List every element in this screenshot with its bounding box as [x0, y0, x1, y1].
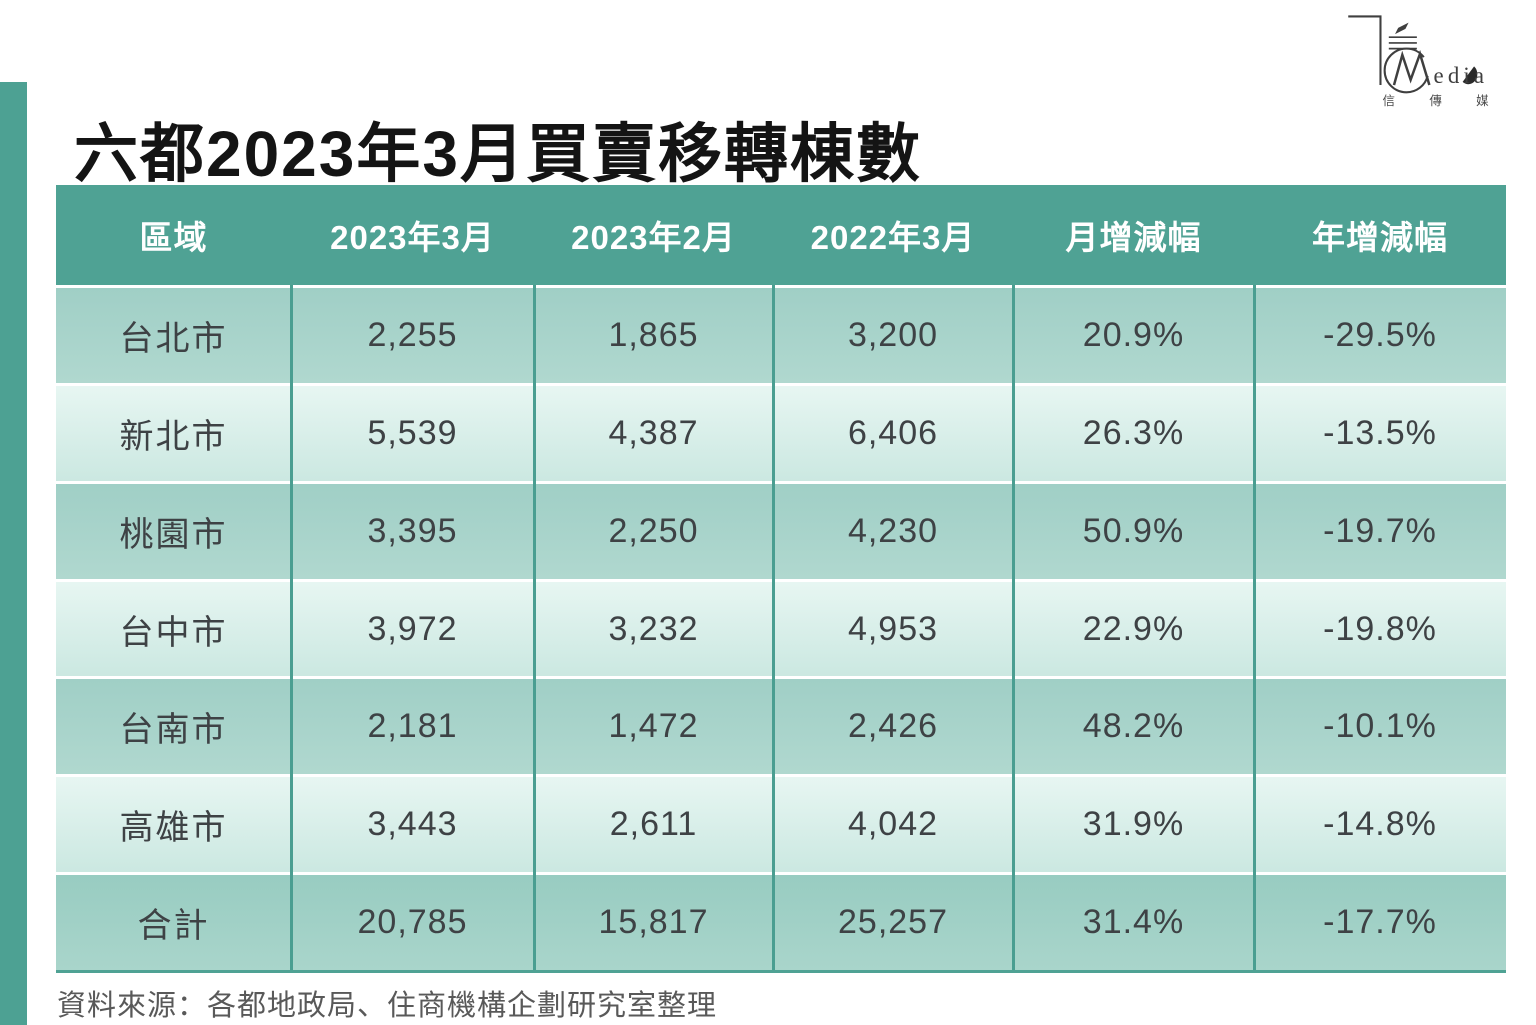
value-cell: 4,042 — [847, 805, 939, 844]
column-divider — [1012, 285, 1015, 970]
column-divider — [533, 285, 536, 970]
value-cell: 3,443 — [367, 805, 458, 844]
column-header: 區域 — [139, 219, 208, 256]
value-cell: 50.9% — [1082, 511, 1185, 550]
value-cell: 2,426 — [847, 707, 939, 746]
value-cell: 31.9% — [1082, 805, 1185, 844]
column-header: 2023年3月 — [330, 219, 495, 256]
value-cell: 2,181 — [367, 707, 458, 746]
region-cell: 桃園市 — [119, 515, 228, 554]
logo-sin-lines — [1388, 36, 1417, 50]
value-cell: 5,539 — [367, 413, 458, 452]
table-row: 高雄市 3,443 2,611 4,042 31.9% -14.8% — [56, 774, 1506, 873]
table-row: 台北市 2,255 1,865 3,200 20.9% -29.5% — [56, 285, 1506, 383]
logo-m — [1392, 49, 1431, 86]
logo-bracket — [1348, 15, 1382, 86]
logo-cjk-row: 信 傳 媒 — [1383, 94, 1490, 108]
value-cell: 3,200 — [847, 315, 939, 354]
logo-d-fill — [1462, 66, 1478, 85]
table-row: 台南市 2,181 1,472 2,426 48.2% -10.1% — [56, 676, 1506, 775]
value-cell: 1,865 — [608, 315, 699, 354]
column-divider — [1253, 285, 1256, 970]
value-cell: 48.2% — [1082, 707, 1185, 746]
logo-tick — [1395, 22, 1409, 35]
column-divider — [772, 285, 775, 970]
region-cell: 高雄市 — [119, 809, 228, 848]
value-cell: 22.9% — [1082, 609, 1185, 648]
column-divider — [290, 285, 293, 970]
transfer-table: 區域 2023年3月 2023年2月 2022年3月 月增減幅 年增減幅 台北市 2,255… — [56, 185, 1506, 973]
value-cell: 3,972 — [367, 609, 458, 648]
value-cell: 26.3% — [1082, 413, 1185, 452]
logo-cjk-2: 傳 — [1429, 94, 1442, 108]
table-body: 台北市 2,255 1,865 3,200 20.9% -29.5% 新北市 5,539 4,3… — [56, 285, 1506, 971]
column-header: 2023年2月 — [571, 219, 736, 256]
value-cell: -10.1% — [1323, 707, 1437, 746]
value-cell: -19.8% — [1323, 609, 1437, 648]
table-row: 桃園市 3,395 2,250 4,230 50.9% -19.7% — [56, 480, 1506, 579]
column-header: 月增減幅 — [1065, 219, 1202, 256]
value-cell: 2,611 — [609, 805, 698, 844]
region-cell: 台中市 — [119, 613, 228, 652]
value-cell: 6,406 — [847, 413, 939, 452]
column-header: 年增減幅 — [1312, 219, 1448, 256]
value-cell: 2,255 — [367, 315, 458, 354]
value-cell: 3,395 — [367, 511, 458, 550]
region-cell: 台北市 — [119, 319, 228, 358]
value-cell: -13.5% — [1323, 413, 1437, 452]
value-cell: 20.9% — [1082, 315, 1185, 354]
value-cell: -17.7% — [1323, 903, 1437, 942]
logo-edia-text: edia — [1434, 63, 1489, 88]
logo-cjk-1: 信 — [1383, 94, 1395, 108]
value-cell: 4,953 — [847, 609, 939, 648]
value-cell: 31.4% — [1082, 903, 1185, 942]
left-accent-bar — [0, 82, 27, 1025]
logo-c — [1383, 47, 1430, 94]
region-cell: 合計 — [137, 907, 210, 946]
value-cell: -19.7% — [1323, 511, 1437, 550]
column-header: 2022年3月 — [810, 219, 976, 256]
value-cell: 4,387 — [608, 413, 699, 452]
region-cell: 新北市 — [119, 417, 228, 456]
value-cell: 1,472 — [608, 707, 699, 746]
page-title: 六都2023年3月買賣移轉棟數 — [74, 117, 922, 190]
logo-cjk-3: 媒 — [1476, 94, 1489, 108]
value-cell: 3,232 — [608, 609, 699, 648]
cmedia-logo: edia 信 傳 媒 — [1348, 15, 1490, 108]
value-cell: -14.8% — [1323, 805, 1437, 844]
table-row: 新北市 5,539 4,387 6,406 26.3% -13.5% — [56, 382, 1506, 481]
value-cell: 25,257 — [838, 903, 948, 942]
region-cell: 台南市 — [119, 711, 228, 750]
value-cell: 4,230 — [847, 511, 939, 550]
table-row-total: 合計 20,785 15,817 25,257 31.4% -17.7% — [56, 872, 1506, 971]
table-header-row: 區域 2023年3月 2023年2月 2022年3月 月增減幅 年增減幅 — [56, 185, 1506, 285]
source-note: 資料來源：各都地政局、住商機構企劃研究室整理 — [57, 990, 718, 1022]
value-cell: 2,250 — [608, 511, 699, 550]
table-row: 台中市 3,972 3,232 4,953 22.9% -19.8% — [56, 578, 1506, 677]
value-cell: 15,817 — [598, 903, 709, 942]
value-cell: -29.5% — [1323, 315, 1437, 354]
value-cell: 20,785 — [357, 903, 468, 942]
